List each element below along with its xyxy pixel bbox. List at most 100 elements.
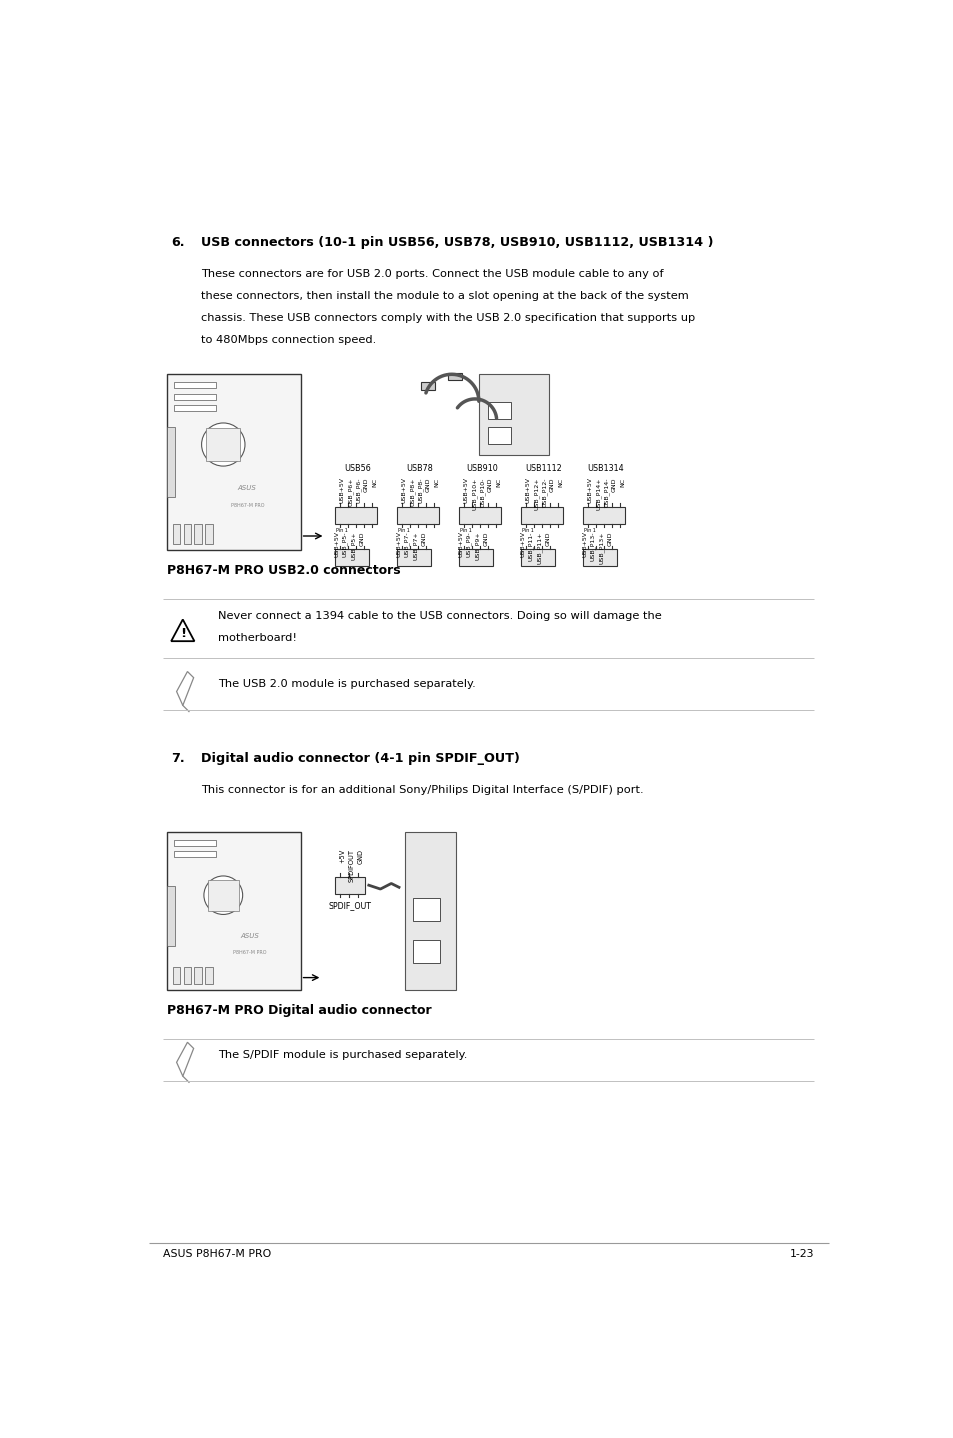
Bar [167, 374, 300, 549]
Circle shape [201, 423, 245, 466]
Bar [194, 525, 202, 544]
Text: USB_P8-: USB_P8- [417, 477, 423, 503]
Text: This connector is for an additional Sony/Philips Digital Interface (S/PDIF) port: This connector is for an additional Sony… [200, 785, 642, 795]
Text: USB+5V: USB+5V [458, 532, 463, 558]
Text: P8H67-M PRO: P8H67-M PRO [231, 503, 264, 509]
Bar [583, 506, 624, 523]
Text: USB_P9+: USB_P9+ [474, 532, 479, 559]
Bar [459, 506, 500, 523]
Text: USB_P11-: USB_P11- [528, 532, 534, 561]
Text: ASUS: ASUS [237, 486, 256, 492]
Text: +5V: +5V [339, 848, 345, 863]
Text: P8H67-M PRO Digital audio connector: P8H67-M PRO Digital audio connector [167, 1004, 432, 1017]
Text: Pin 1: Pin 1 [459, 528, 472, 533]
Text: Digital audio connector (4-1 pin SPDIF_OUT): Digital audio connector (4-1 pin SPDIF_O… [200, 752, 519, 765]
Bar [173, 383, 216, 388]
Text: ASUS: ASUS [240, 933, 259, 939]
Text: USB910: USB910 [466, 464, 497, 473]
Text: P8H67-M PRO: P8H67-M PRO [233, 949, 267, 955]
Text: The S/PDIF module is purchased separately.: The S/PDIF module is purchased separatel… [217, 1050, 467, 1060]
Bar [172, 525, 180, 544]
Bar [459, 549, 493, 567]
Text: chassis. These USB connectors comply with the USB 2.0 specification that support: chassis. These USB connectors comply wit… [200, 312, 694, 322]
Text: USB+5V: USB+5V [525, 477, 530, 503]
Text: GND: GND [482, 532, 488, 546]
Text: USB+5V: USB+5V [335, 532, 339, 558]
Text: ASUS P8H67-M PRO: ASUS P8H67-M PRO [163, 1248, 272, 1258]
Text: NC: NC [434, 477, 438, 486]
Text: 1-23: 1-23 [789, 1248, 814, 1258]
Bar [335, 877, 365, 893]
Text: USB1112: USB1112 [525, 464, 561, 473]
Text: motherboard!: motherboard! [217, 633, 296, 643]
Bar [205, 966, 213, 984]
Bar [413, 897, 439, 920]
Text: to 480Mbps connection speed.: to 480Mbps connection speed. [200, 335, 375, 345]
Text: These connectors are for USB 2.0 ports. Connect the USB module cable to any of: These connectors are for USB 2.0 ports. … [200, 269, 662, 279]
Bar [173, 851, 216, 857]
Text: Pin 1: Pin 1 [335, 528, 348, 533]
Text: SPDIFOUT: SPDIFOUT [348, 848, 355, 881]
Text: these connectors, then install the module to a slot opening at the back of the s: these connectors, then install the modul… [200, 290, 688, 301]
Bar [478, 374, 548, 456]
Text: USB_P12+: USB_P12+ [533, 477, 538, 510]
Text: USB_P13+: USB_P13+ [598, 532, 603, 564]
Bar [397, 549, 431, 567]
Text: GND: GND [487, 477, 493, 492]
Text: USB+5V: USB+5V [339, 477, 344, 503]
Text: Pin 1: Pin 1 [521, 528, 534, 533]
Bar [335, 549, 369, 567]
Text: USB+5V: USB+5V [520, 532, 525, 558]
Bar [167, 886, 174, 946]
Bar [205, 525, 213, 544]
Bar [397, 506, 438, 523]
Bar [420, 383, 435, 390]
Text: USB_P11+: USB_P11+ [536, 532, 541, 564]
Bar [194, 966, 202, 984]
Text: USB_P14-: USB_P14- [603, 477, 609, 508]
Text: USB_P6+: USB_P6+ [347, 477, 353, 506]
Bar [521, 549, 555, 567]
Text: USB+5V: USB+5V [401, 477, 406, 503]
Text: 6.: 6. [171, 236, 185, 249]
Bar [335, 506, 376, 523]
Bar [172, 966, 180, 984]
Text: USB+5V: USB+5V [587, 477, 592, 503]
Text: USB_P10-: USB_P10- [479, 477, 485, 506]
Text: SPDIF_OUT: SPDIF_OUT [329, 902, 372, 910]
Text: 7.: 7. [171, 752, 185, 765]
Text: USB+5V: USB+5V [463, 477, 468, 503]
Text: GND: GND [358, 532, 364, 546]
Bar [206, 427, 240, 462]
Bar [183, 525, 192, 544]
Bar [167, 427, 174, 498]
Text: USB_P9-: USB_P9- [466, 532, 472, 557]
Text: USB_P7+: USB_P7+ [412, 532, 417, 559]
Bar [208, 880, 238, 910]
Text: USB_P6-: USB_P6- [355, 477, 361, 503]
Bar [488, 403, 511, 418]
Bar [405, 833, 456, 989]
Text: USB_P8+: USB_P8+ [409, 477, 415, 506]
Text: Pin 1: Pin 1 [397, 528, 410, 533]
Bar [583, 549, 617, 567]
Text: GND: GND [549, 477, 555, 492]
Text: Never connect a 1394 cable to the USB connectors. Doing so will damage the: Never connect a 1394 cable to the USB co… [217, 611, 660, 621]
Text: GND: GND [544, 532, 550, 546]
Text: USB_P10+: USB_P10+ [471, 477, 476, 510]
Text: USB_P7-: USB_P7- [404, 532, 410, 557]
Bar [413, 940, 439, 963]
Bar [173, 394, 216, 400]
Text: USB_P14+: USB_P14+ [595, 477, 600, 510]
Text: USB78: USB78 [406, 464, 433, 473]
Text: NC: NC [496, 477, 500, 486]
Text: USB56: USB56 [344, 464, 371, 473]
Text: NC: NC [619, 477, 624, 486]
Text: USB_P13-: USB_P13- [590, 532, 596, 561]
Text: USB_P12-: USB_P12- [541, 477, 547, 508]
Text: The USB 2.0 module is purchased separately.: The USB 2.0 module is purchased separate… [217, 679, 475, 689]
Text: NC: NC [558, 477, 562, 486]
Text: USB_P5-: USB_P5- [342, 532, 348, 557]
Text: USB1314: USB1314 [587, 464, 623, 473]
Text: GND: GND [606, 532, 612, 546]
